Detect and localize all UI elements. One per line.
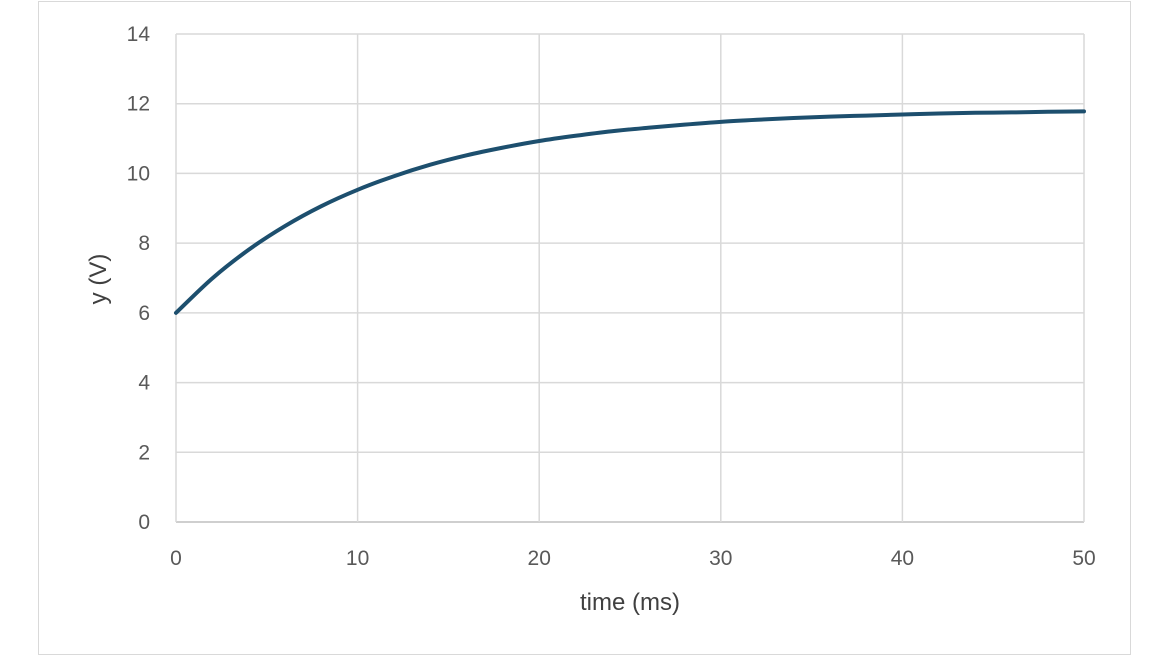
- y-tick-label: 12: [127, 93, 150, 116]
- chart-frame: [38, 1, 1131, 655]
- x-tick-label: 0: [170, 547, 182, 570]
- grid: [175, 33, 1085, 523]
- x-tick-label: 10: [346, 547, 369, 570]
- series-line: [174, 109, 1086, 315]
- y-tick-label: 4: [138, 372, 150, 395]
- y-tick-label: 14: [127, 23, 151, 46]
- x-tick-label: 30: [709, 547, 732, 570]
- x-axis-title: time (ms): [580, 589, 680, 616]
- y-tick-label: 2: [138, 441, 150, 464]
- x-tick-label: 40: [891, 547, 914, 570]
- tick-labels: 0 2 4 6 8 10 12 14 0 10 20 30 40 50: [127, 23, 1096, 570]
- y-tick-label: 6: [138, 302, 150, 325]
- y-axis-title: y (V): [85, 254, 112, 305]
- x-tick-label: 20: [528, 547, 551, 570]
- y-tick-label: 10: [127, 162, 150, 185]
- x-tick-label: 50: [1072, 547, 1095, 570]
- series-layer: [174, 109, 1086, 315]
- y-tick-label: 0: [138, 511, 150, 534]
- y-tick-label: 8: [138, 232, 150, 255]
